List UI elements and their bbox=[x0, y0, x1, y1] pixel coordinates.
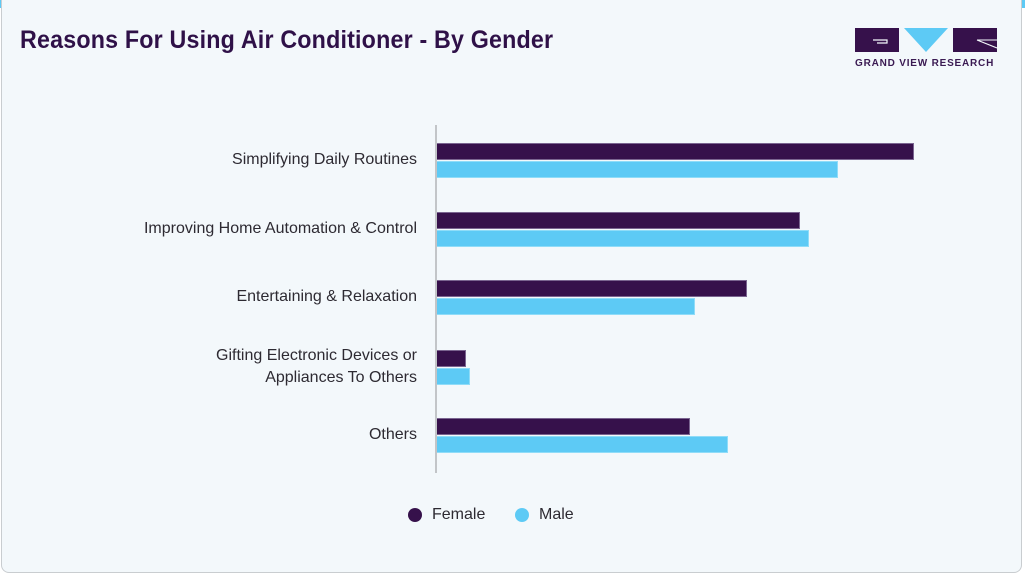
male-dot-icon bbox=[515, 508, 529, 522]
female-dot-icon bbox=[408, 508, 422, 522]
bar-male[interactable] bbox=[437, 298, 695, 315]
bar-female[interactable] bbox=[437, 418, 690, 435]
category-label: Simplifying Daily Routines bbox=[232, 151, 417, 168]
bar-female[interactable] bbox=[437, 143, 914, 160]
category-label: Gifting Electronic Devices or Appliances … bbox=[216, 347, 417, 386]
bar-female[interactable] bbox=[437, 350, 466, 367]
legend-item-female[interactable]: Female bbox=[408, 505, 485, 525]
legend-label: Female bbox=[432, 506, 486, 523]
bar-male[interactable] bbox=[437, 436, 728, 453]
legend-label: Male bbox=[539, 506, 574, 523]
category-label: Entertaining & Relaxation bbox=[236, 288, 417, 305]
chart-title: Reasons For Using Air Conditioner - By G… bbox=[20, 26, 554, 54]
bar-male[interactable] bbox=[437, 161, 838, 178]
bar-male[interactable] bbox=[437, 230, 809, 247]
legend-item-male[interactable]: Male bbox=[515, 505, 574, 525]
bar-male[interactable] bbox=[437, 368, 470, 385]
brand-logo: GRAND VIEW RESEARCH bbox=[855, 28, 997, 72]
bar-female[interactable] bbox=[437, 212, 800, 229]
category-label: Others bbox=[368, 426, 417, 443]
category-axis-line bbox=[435, 125, 437, 473]
bar-female[interactable] bbox=[437, 280, 747, 297]
brand-name: GRAND VIEW RESEARCH bbox=[855, 58, 995, 69]
category-label: Improving Home Automation & Control bbox=[143, 220, 417, 237]
gvr-logo-icon bbox=[855, 28, 997, 52]
